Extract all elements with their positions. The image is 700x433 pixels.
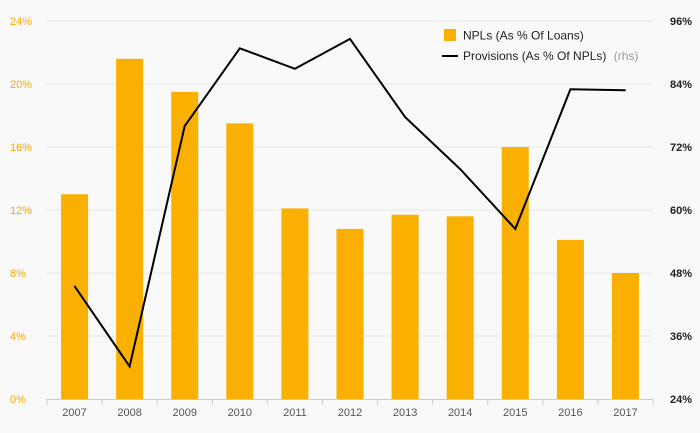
bar-2010 — [226, 123, 254, 399]
axes: 0% 24% 4% 36% 8% 48% 12% 60% 16% 72% 20% 84% 24% 96% 2… — [10, 16, 692, 419]
line-point-2012 — [349, 38, 351, 40]
provisions-line-series — [73, 37, 626, 369]
bar-2016 — [556, 239, 584, 399]
line-point-2007 — [74, 285, 76, 287]
y-right-tick-label: 96% — [670, 16, 692, 28]
x-tick-label: 2010 — [228, 407, 252, 419]
line-point-2017 — [624, 89, 626, 91]
y-right-tick-label: 72% — [670, 142, 692, 154]
y-left-tick-label: 4% — [10, 331, 26, 343]
x-tick-label: 2015 — [503, 407, 527, 419]
y-left-tick-label: 8% — [10, 268, 26, 280]
bar-2017 — [611, 273, 639, 399]
y-left-tick-label: 16% — [10, 142, 32, 154]
x-tick-label: 2017 — [613, 407, 637, 419]
bar-2008 — [116, 58, 144, 400]
line-point-2013 — [404, 116, 406, 118]
legend-label-npls: NPLs (As % Of Loans) — [463, 29, 584, 43]
x-tick-label: 2013 — [393, 407, 417, 419]
x-tick-label: 2012 — [338, 407, 362, 419]
x-tick-label: 2014 — [448, 407, 472, 419]
x-tick-label: 2008 — [117, 407, 141, 419]
line-point-2009 — [184, 125, 186, 127]
y-right-tick-label: 84% — [670, 79, 692, 91]
line-point-2015 — [514, 228, 516, 230]
legend: NPLs (As % Of Loans) Provisions (As % Of… — [442, 29, 638, 63]
line-point-2016 — [569, 88, 571, 90]
line-point-2008 — [129, 365, 131, 367]
x-tick-label: 2009 — [172, 407, 196, 419]
y-left-tick-label: 12% — [10, 205, 32, 217]
bar-2012 — [336, 228, 364, 399]
legend-label-provisions: Provisions (As % Of NPLs) (rhs) — [463, 49, 638, 63]
y-right-tick-label: 24% — [670, 394, 692, 406]
gridlines — [47, 20, 653, 337]
line-point-2011 — [294, 68, 296, 70]
x-tick-label: 2011 — [283, 407, 307, 419]
bar-2015 — [501, 147, 529, 399]
bar-2013 — [391, 214, 419, 399]
legend-label-provisions-text: Provisions (As % Of NPLs) — [463, 49, 606, 63]
y-right-tick-label: 36% — [670, 331, 692, 343]
x-tick-label: 2007 — [62, 407, 86, 419]
bar-2011 — [281, 208, 309, 399]
legend-label-rhs-suffix: (rhs) — [614, 49, 639, 63]
line-point-2014 — [459, 168, 461, 170]
bar-2014 — [446, 216, 474, 399]
y-left-tick-label: 20% — [10, 79, 32, 91]
line-point-2010 — [239, 47, 241, 49]
npl-bars — [61, 58, 639, 400]
y-left-tick-label: 24% — [10, 16, 32, 28]
y-left-tick-label: 0% — [10, 394, 26, 406]
bar-2009 — [171, 91, 199, 399]
legend-swatch-npls — [444, 29, 456, 41]
y-right-tick-label: 48% — [670, 268, 692, 280]
y-right-tick-label: 60% — [670, 205, 692, 217]
x-tick-label: 2016 — [558, 407, 582, 419]
bar-2007 — [61, 194, 89, 399]
